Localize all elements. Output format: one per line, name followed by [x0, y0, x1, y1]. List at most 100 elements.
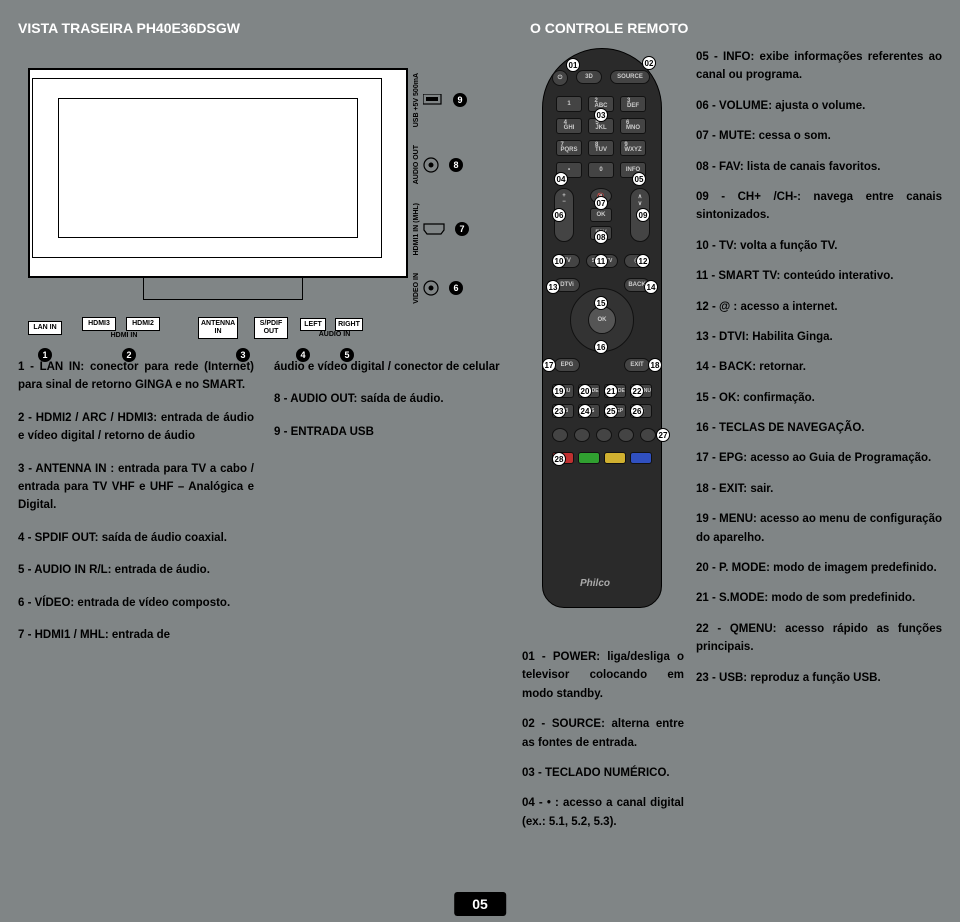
btn-yellow	[604, 452, 626, 464]
rear-view-title: VISTA TRASEIRA PH40E36DSGW	[18, 20, 240, 36]
callout-17: 17	[542, 358, 556, 372]
callout-14: 14	[644, 280, 658, 294]
port-antenna: ANTENNA IN	[198, 317, 238, 338]
rear-item-5: 5 - AUDIO IN R/L: entrada de áudio.	[18, 561, 254, 579]
callout-21: 21	[604, 384, 618, 398]
remote-desc-2: 02 - SOURCE: alterna entre as fontes de …	[522, 715, 684, 752]
callout-01: 01	[566, 58, 580, 72]
callout-15: 15	[594, 296, 608, 310]
side-ports: USB +5V 500mA 9 AUDIO OUT 8 HDMI1 IN (MH…	[413, 73, 493, 293]
page-number: 05	[454, 892, 506, 916]
btn-media-5	[640, 428, 656, 442]
desc-14: 14 - BACK: retornar.	[696, 358, 942, 376]
desc-18: 18 - EXIT: sair.	[696, 480, 942, 498]
remote-diagram: ⏻ 3D SOURCE 1 2 ABC 3 DEF 4 GHI 5 JKL 6 …	[522, 48, 684, 638]
btn-media-4	[618, 428, 634, 442]
desc-23: 23 - USB: reproduz a função USB.	[696, 669, 942, 687]
remote-title: O CONTROLE REMOTO	[530, 20, 688, 36]
callout-09: 09	[636, 208, 650, 222]
callout-10: 10	[552, 254, 566, 268]
desc-09: 09 - CH+ /CH-: navega entre canais sinto…	[696, 188, 942, 225]
port-lan: LAN IN	[28, 321, 62, 335]
btn-1: 1	[556, 96, 582, 112]
callout-11: 11	[594, 254, 608, 268]
desc-12: 12 - @ : acesso a internet.	[696, 298, 942, 316]
callout-07: 07	[594, 196, 608, 210]
btn-blue	[630, 452, 652, 464]
callout-12: 12	[636, 254, 650, 268]
port-video-in: VIDEO IN 6	[413, 273, 493, 304]
bottom-ports: LAN IN HDMI3 HDMI2 HDMI IN ANTENNA IN S/…	[28, 308, 428, 348]
tv-rear-diagram: USB +5V 500mA 9 AUDIO OUT 8 HDMI1 IN (MH…	[18, 48, 508, 328]
port-usb: USB +5V 500mA 9	[413, 73, 493, 127]
callout-13: 13	[546, 280, 560, 294]
btn-media-2	[574, 428, 590, 442]
btn-6: 6 MNO	[620, 118, 646, 134]
port-audio-left: LEFT	[300, 318, 326, 332]
desc-13: 13 - DTVI: Habilita Ginga.	[696, 328, 942, 346]
btn-source: SOURCE	[610, 70, 650, 84]
btn-media-1	[552, 428, 568, 442]
bottom-port-numbers: 1 2 3 4 5	[28, 348, 428, 362]
callout-20: 20	[578, 384, 592, 398]
callout-02: 02	[642, 56, 656, 70]
btn-3: 3 DEF	[620, 96, 646, 112]
btn-8: 8 TUV	[588, 140, 614, 156]
remote-column: ⏻ 3D SOURCE 1 2 ABC 3 DEF 4 GHI 5 JKL 6 …	[522, 48, 684, 843]
callout-28: 28	[552, 452, 566, 466]
btn-4: 4 GHI	[556, 118, 582, 134]
rear-text-columns: 1 - LAN IN: conector para rede (Internet…	[18, 358, 510, 658]
btn-epg: EPG	[554, 358, 580, 372]
btn-media-3	[596, 428, 612, 442]
remote-desc-col: 01 - POWER: liga/desliga o televisor col…	[522, 648, 684, 831]
btn-ok: OK	[588, 306, 616, 334]
btn-7: 7 PQRS	[556, 140, 582, 156]
rear-item-1: 1 - LAN IN: conector para rede (Internet…	[18, 358, 254, 395]
desc-10: 10 - TV: volta a função TV.	[696, 237, 942, 255]
btn-ok-small: OK	[590, 208, 612, 222]
rear-column: USB +5V 500mA 9 AUDIO OUT 8 HDMI1 IN (MH…	[18, 48, 510, 843]
callout-23: 23	[552, 404, 566, 418]
port-hdmi1: HDMI1 IN (MHL) 7	[413, 203, 493, 256]
callout-08: 08	[594, 230, 608, 244]
desc-08: 08 - FAV: lista de canais favoritos.	[696, 158, 942, 176]
rear-item-3: 3 - ANTENNA IN : entrada para TV a cabo …	[18, 460, 254, 515]
callout-25: 25	[604, 404, 618, 418]
port-hdmi3: HDMI3	[82, 317, 116, 331]
right-desc-column: 05 - INFO: exibe informações referentes …	[696, 48, 942, 843]
port-spdif: S/PDIF OUT	[254, 317, 288, 338]
btn-power: ⏻	[552, 70, 568, 86]
callout-24: 24	[578, 404, 592, 418]
callout-04: 04	[554, 172, 568, 186]
desc-07: 07 - MUTE: cessa o som.	[696, 127, 942, 145]
desc-22: 22 - QMENU: acesso rápido as funções pri…	[696, 620, 942, 657]
desc-19: 19 - MENU: acesso ao menu de configuraçã…	[696, 510, 942, 547]
callout-26: 26	[630, 404, 644, 418]
desc-17: 17 - EPG: acesso ao Guia de Programação.	[696, 449, 942, 467]
rear-item-9: 9 - ENTRADA USB	[274, 423, 510, 441]
rear-item-4: 4 - SPDIF OUT: saída de áudio coaxial.	[18, 529, 254, 547]
callout-22: 22	[630, 384, 644, 398]
callout-18: 18	[648, 358, 662, 372]
port-audio-right: RIGHT	[335, 318, 363, 332]
desc-05: 05 - INFO: exibe informações referentes …	[696, 48, 942, 85]
port-audio-out: AUDIO OUT 8	[413, 145, 493, 184]
btn-green	[578, 452, 600, 464]
desc-16: 16 - TECLAS DE NAVEGAÇÃO.	[696, 419, 942, 437]
btn-3d: 3D	[576, 70, 602, 84]
callout-27: 27	[656, 428, 670, 442]
remote-desc-4: 04 - • : acesso a canal digital (ex.: 5.…	[522, 794, 684, 831]
rear-text-col1: 1 - LAN IN: conector para rede (Internet…	[18, 358, 254, 658]
rear-item-6: 6 - VÍDEO: entrada de vídeo composto.	[18, 594, 254, 612]
callout-05: 05	[632, 172, 646, 186]
btn-0: 0	[588, 162, 614, 178]
port-hdmi2: HDMI2	[126, 317, 160, 331]
desc-06: 06 - VOLUME: ajusta o volume.	[696, 97, 942, 115]
desc-11: 11 - SMART TV: conteúdo interativo.	[696, 267, 942, 285]
callout-06: 06	[552, 208, 566, 222]
btn-exit: EXIT	[624, 358, 650, 372]
remote-desc-1: 01 - POWER: liga/desliga o televisor col…	[522, 648, 684, 703]
desc-21: 21 - S.MODE: modo de som predefinido.	[696, 589, 942, 607]
btn-9: 9 WXYZ	[620, 140, 646, 156]
rear-item-2: 2 - HDMI2 / ARC / HDMI3: entrada de áudi…	[18, 409, 254, 446]
